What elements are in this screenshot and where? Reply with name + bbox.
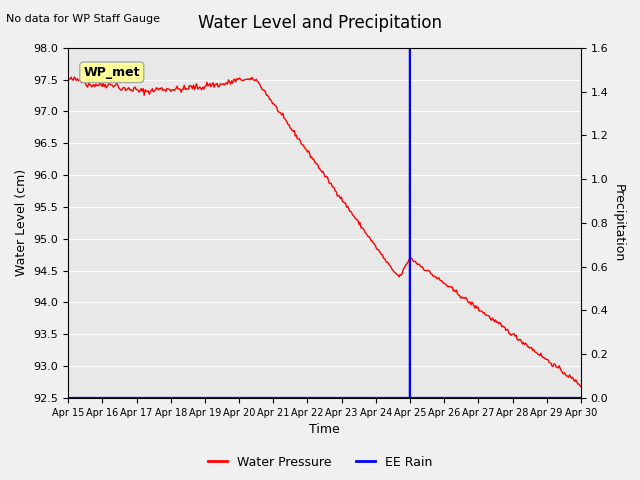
Text: Water Level and Precipitation: Water Level and Precipitation (198, 14, 442, 33)
Text: No data for WP Staff Gauge: No data for WP Staff Gauge (6, 14, 161, 24)
Y-axis label: Precipitation: Precipitation (612, 184, 625, 262)
Legend: Water Pressure, EE Rain: Water Pressure, EE Rain (203, 451, 437, 474)
Y-axis label: Water Level (cm): Water Level (cm) (15, 169, 28, 276)
X-axis label: Time: Time (309, 423, 340, 436)
Text: WP_met: WP_met (84, 66, 140, 79)
